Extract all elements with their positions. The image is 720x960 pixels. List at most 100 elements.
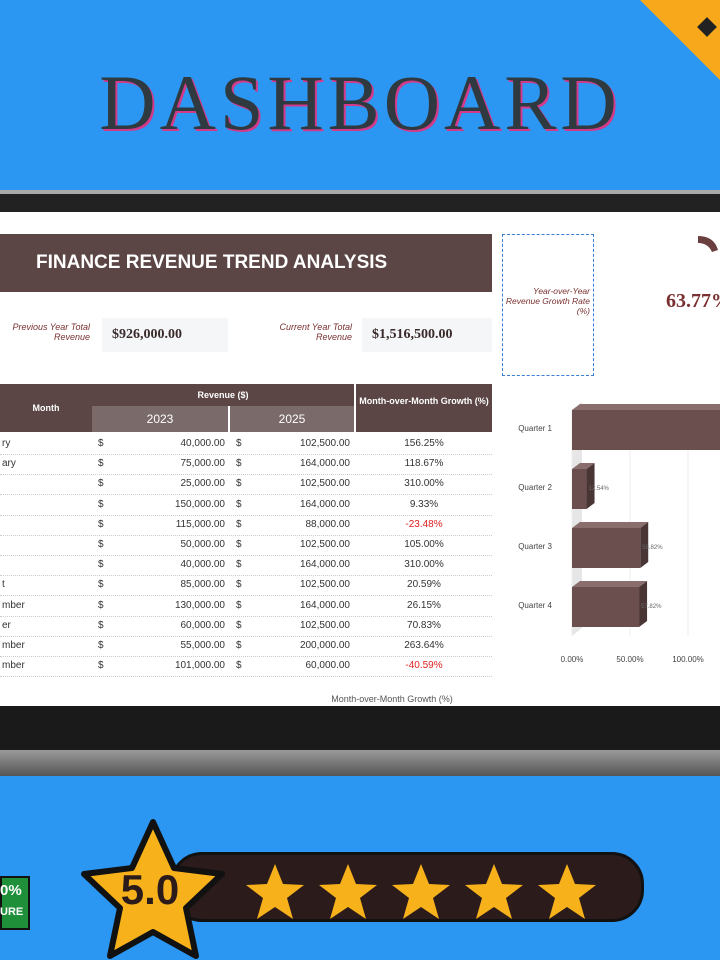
currency-cell: $ xyxy=(98,458,104,470)
growth-cell: 118.67% xyxy=(404,458,444,470)
currency-cell: $ xyxy=(98,619,104,631)
page-title: DASHBOARD xyxy=(99,59,621,146)
revenue-cell: 50,000.00 xyxy=(180,539,226,550)
selection-box xyxy=(502,234,594,376)
growth-cell: 310.00% xyxy=(404,559,444,571)
month-cell: ry xyxy=(2,438,11,449)
revenue-cell: 164,000.00 xyxy=(299,599,350,611)
currency-cell: $ xyxy=(236,640,242,651)
y-tick-label: Quarter 4 xyxy=(518,601,552,610)
growth-cell: 70.83% xyxy=(407,619,441,631)
currency-cell: $ xyxy=(98,579,104,591)
year-filter[interactable]: 2025 xyxy=(230,406,354,432)
currency-cell: $ xyxy=(236,539,242,550)
currency-cell: $ xyxy=(98,518,104,530)
revenue-cell: 102,500.00 xyxy=(299,438,350,449)
revenue-cell: 88,000.00 xyxy=(305,518,351,530)
x-tick-label: 100.00% xyxy=(672,655,704,664)
corner-logo xyxy=(640,0,720,80)
revenue-cell: 25,000.00 xyxy=(180,478,226,490)
bar xyxy=(572,410,720,450)
growth-cell: 26.15% xyxy=(407,599,441,611)
table-row: $150,000.00 $164,000.00 9.33% xyxy=(0,495,492,516)
growth-cell: 156.25% xyxy=(404,438,444,449)
bar-side xyxy=(639,581,648,627)
table-row: ary $75,000.00 $164,000.00 118.67% xyxy=(0,454,492,476)
revenue-cell: 60,000.00 xyxy=(180,619,226,631)
currency-cell: $ xyxy=(236,458,242,470)
kpi-value: $926,000.00 xyxy=(102,318,228,352)
bar xyxy=(572,528,641,568)
revenue-cell: 40,000.00 xyxy=(180,438,226,449)
data-label: 58.82% xyxy=(642,545,663,551)
y-tick-label: Quarter 1 xyxy=(518,424,552,433)
table-row: mber $55,000.00 $200,000.00 263.64% xyxy=(0,636,492,657)
currency-cell: $ xyxy=(236,660,242,672)
dashboard-title: FINANCE REVENUE TREND ANALYSIS xyxy=(0,234,492,292)
laptop-base xyxy=(0,706,720,750)
score-star xyxy=(81,819,225,959)
stars xyxy=(246,864,596,919)
bar xyxy=(572,587,640,627)
plot-floor xyxy=(572,402,582,636)
table-row: $50,000.00 $102,500.00 105.00% xyxy=(0,535,492,556)
growth-cell: -23.48% xyxy=(405,518,443,530)
y-tick-label: Quarter 2 xyxy=(518,483,552,492)
growth-cell: 20.59% xyxy=(407,579,441,591)
x-tick-label: 0.00% xyxy=(561,655,584,664)
badge xyxy=(0,876,30,930)
month-cell: t xyxy=(2,579,5,591)
data-label: 57.82% xyxy=(641,604,662,610)
revenue-cell: 164,000.00 xyxy=(299,458,350,470)
currency-cell: $ xyxy=(98,640,104,651)
growth-cell: 105.00% xyxy=(404,539,444,550)
table-row: mber $130,000.00 $164,000.00 26.15% xyxy=(0,596,492,617)
currency-cell: $ xyxy=(236,518,242,530)
kpi-label: Year-over-Year Revenue Growth Rate (%) xyxy=(505,286,590,316)
growth-cell: -40.59% xyxy=(405,660,443,672)
table-row: ry $40,000.00 $102,500.00 156.25% xyxy=(0,434,492,455)
bar xyxy=(572,469,587,509)
gauge xyxy=(698,236,718,252)
year-filter[interactable]: 2023 xyxy=(92,406,228,432)
table-row: $40,000.00 $164,000.00 310.00% xyxy=(0,555,492,577)
currency-cell: $ xyxy=(98,498,104,510)
table-row: $115,000.00 $88,000.00 -23.48% xyxy=(0,515,492,536)
badge-text: 0% xyxy=(0,882,22,899)
table-row: er $60,000.00 $102,500.00 70.83% xyxy=(0,616,492,637)
revenue-cell: 102,500.00 xyxy=(299,619,350,631)
axis-title: Month-over-Month Growth (%) xyxy=(331,694,453,704)
revenue-cell: 164,000.00 xyxy=(299,559,350,571)
revenue-cell: 60,000.00 xyxy=(305,660,351,672)
kpi-value: $1,516,500.00 xyxy=(362,318,492,352)
revenue-cell: 115,000.00 xyxy=(175,518,225,530)
revenue-cell: 102,500.00 xyxy=(299,579,350,591)
table-row: t $85,000.00 $102,500.00 20.59% xyxy=(0,575,492,597)
bar-side xyxy=(586,463,595,509)
laptop-edge xyxy=(0,750,720,776)
kpi-value: 63.77% xyxy=(666,290,720,312)
month-cell: mber xyxy=(2,640,25,651)
kpi-label: Previous Year Total Revenue xyxy=(12,322,90,342)
currency-cell: $ xyxy=(98,478,104,490)
bar-top xyxy=(572,463,595,469)
revenue-cell: 130,000.00 xyxy=(174,599,225,611)
bar-top xyxy=(572,522,649,528)
currency-cell: $ xyxy=(98,438,104,449)
currency-cell: $ xyxy=(236,559,242,571)
currency-cell: $ xyxy=(98,559,104,571)
y-tick-label: Quarter 3 xyxy=(518,542,552,551)
currency-cell: $ xyxy=(236,619,242,631)
revenue-cell: 85,000.00 xyxy=(180,579,226,591)
table-row: $25,000.00 $102,500.00 310.00% xyxy=(0,474,492,496)
month-cell: mber xyxy=(2,599,25,611)
growth-cell: 310.00% xyxy=(404,478,444,490)
x-tick-label: 50.00% xyxy=(616,655,643,664)
revenue-cell: 150,000.00 xyxy=(174,498,225,510)
revenue-cell: 55,000.00 xyxy=(180,640,226,651)
revenue-cell: 75,000.00 xyxy=(180,458,226,470)
bar-side xyxy=(640,522,649,568)
month-cell: er xyxy=(2,619,11,631)
currency-cell: $ xyxy=(98,599,104,611)
